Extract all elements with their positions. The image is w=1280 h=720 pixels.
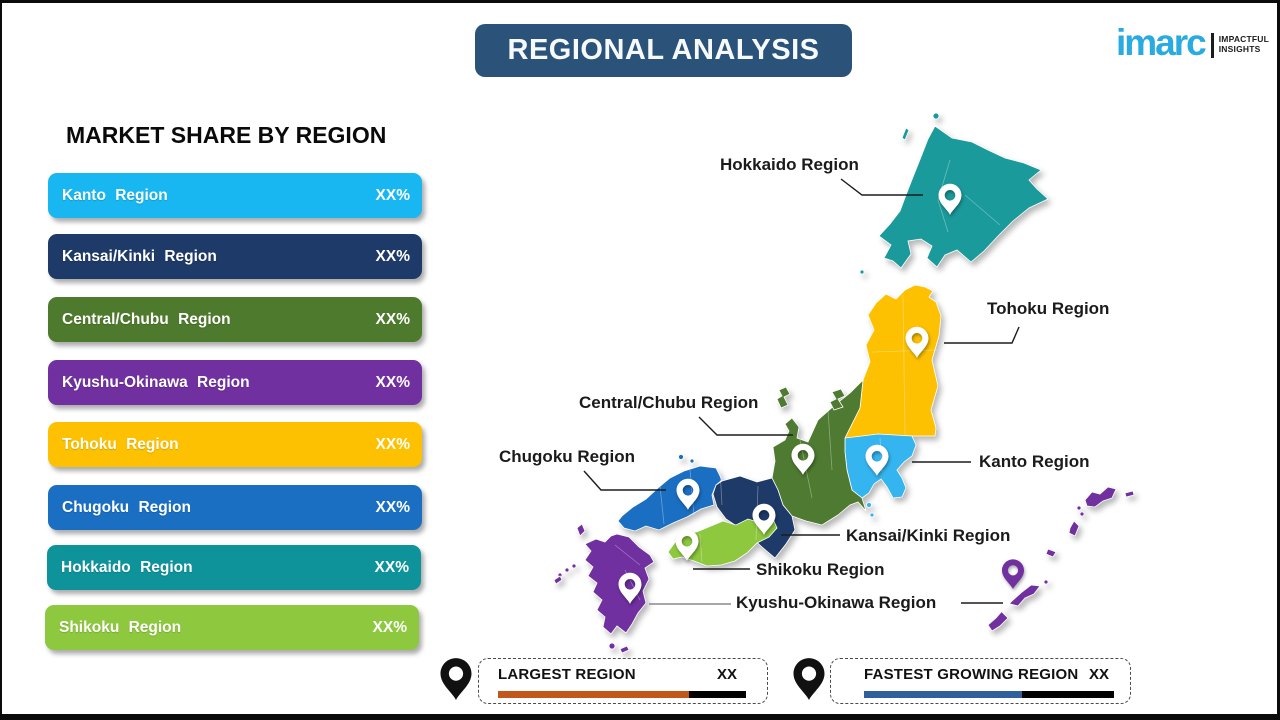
- share-bar-value: XX%: [375, 373, 410, 391]
- share-bar-hokkaido: Hokkaido Region XX%: [47, 545, 421, 590]
- share-bar-label: Chugoku Region: [62, 498, 191, 516]
- map-label-chugoku: Chugoku Region: [499, 447, 635, 466]
- page-title-banner: REGIONAL ANALYSIS: [475, 24, 852, 77]
- frame-edge-left: [0, 0, 2, 720]
- map-label-kansai: Kansai/Kinki Region: [846, 526, 1011, 545]
- share-bar-kanto: Kanto Region XX%: [48, 173, 422, 218]
- share-bar-value: XX%: [372, 618, 407, 636]
- fastest-growing-pin-icon: [793, 658, 825, 701]
- share-bar-tohoku: Tohoku Region XX%: [48, 422, 422, 467]
- share-bar-value: XX%: [375, 498, 410, 516]
- market-share-heading: MARKET SHARE BY REGION: [66, 122, 387, 148]
- share-bar-label: Hokkaido Region: [61, 558, 193, 576]
- share-bar-shikoku: Shikoku Region XX%: [45, 605, 419, 650]
- leader-hokkaido: [840, 178, 923, 196]
- share-bar-value: XX%: [375, 310, 410, 328]
- share-bar-label: Kanto Region: [62, 186, 168, 204]
- map-label-shikoku: Shikoku Region: [756, 560, 885, 579]
- largest-region-bar: [498, 691, 746, 698]
- frame-edge-top: [0, 0, 1280, 3]
- map-label-kyushu: Kyushu-Okinawa Region: [736, 593, 937, 612]
- japan-map: [553, 112, 1135, 654]
- logo-tagline-line2: INSIGHTS: [1218, 44, 1261, 54]
- leader-chubu: [698, 416, 793, 436]
- largest-region-value: XX: [716, 666, 737, 683]
- map-label-chubu: Central/Chubu Region: [579, 393, 759, 412]
- logo-tagline: IMPACTFUL INSIGHTS: [1218, 34, 1270, 55]
- share-bar-kyushu: Kyushu-Okinawa Region XX%: [48, 360, 422, 405]
- share-bar-chugoku: Chugoku Region XX%: [48, 485, 422, 530]
- share-bar-label: Shikoku Region: [59, 618, 182, 636]
- largest-region-label: LARGEST REGION: [498, 666, 636, 683]
- leader-tohoku: [944, 326, 1020, 344]
- largest-region-legend: LARGEST REGION XX: [478, 658, 768, 704]
- map-region-hokkaido: [859, 112, 1049, 275]
- share-bar-label: Central/Chubu Region: [62, 310, 231, 328]
- fastest-growing-legend: FASTEST GROWING REGION XX: [830, 658, 1131, 704]
- largest-region-pin-icon: [440, 658, 472, 701]
- map-label-tohoku: Tohoku Region: [987, 299, 1110, 318]
- share-bar-value: XX%: [375, 435, 410, 453]
- logo-tagline-line1: IMPACTFUL: [1218, 34, 1270, 45]
- label-leader-lines: [583, 178, 1020, 605]
- page-title: REGIONAL ANALYSIS: [507, 34, 820, 66]
- fastest-growing-bar: [864, 691, 1114, 698]
- map-label-kanto: Kanto Region: [979, 452, 1090, 471]
- map-region-shikoku: [667, 518, 778, 567]
- prefecture-borders: [614, 159, 1001, 601]
- map-region-tohoku: [844, 284, 942, 439]
- map-pin-okinawa-icon: [1002, 559, 1024, 590]
- imarc-logo: imarc IMPACTFUL INSIGHTS: [1116, 22, 1269, 62]
- frame-edge-right: [1277, 0, 1280, 720]
- share-bar-label: Tohoku Region: [62, 435, 179, 453]
- share-bar-kansai: Kansai/Kinki Region XX%: [48, 234, 422, 279]
- leader-chugoku: [583, 470, 666, 491]
- fastest-growing-bar-fill: [864, 691, 1022, 698]
- map-label-hokkaido: Hokkaido Region: [720, 155, 859, 174]
- imarc-logo-wordmark: imarc: [1116, 21, 1207, 63]
- share-bar-value: XX%: [375, 186, 410, 204]
- share-bar-value: XX%: [375, 247, 410, 265]
- fastest-growing-value: XX: [1088, 666, 1109, 683]
- largest-region-bar-fill: [498, 691, 689, 698]
- frame-edge-bottom: [0, 714, 1280, 720]
- share-bar-label: Kansai/Kinki Region: [62, 247, 217, 265]
- share-bar-label: Kyushu-Okinawa Region: [62, 373, 250, 391]
- share-bar-chubu: Central/Chubu Region XX%: [48, 297, 422, 342]
- share-bar-value: XX%: [374, 558, 409, 576]
- fastest-growing-label: FASTEST GROWING REGION: [864, 666, 1079, 683]
- logo-divider: [1210, 32, 1214, 58]
